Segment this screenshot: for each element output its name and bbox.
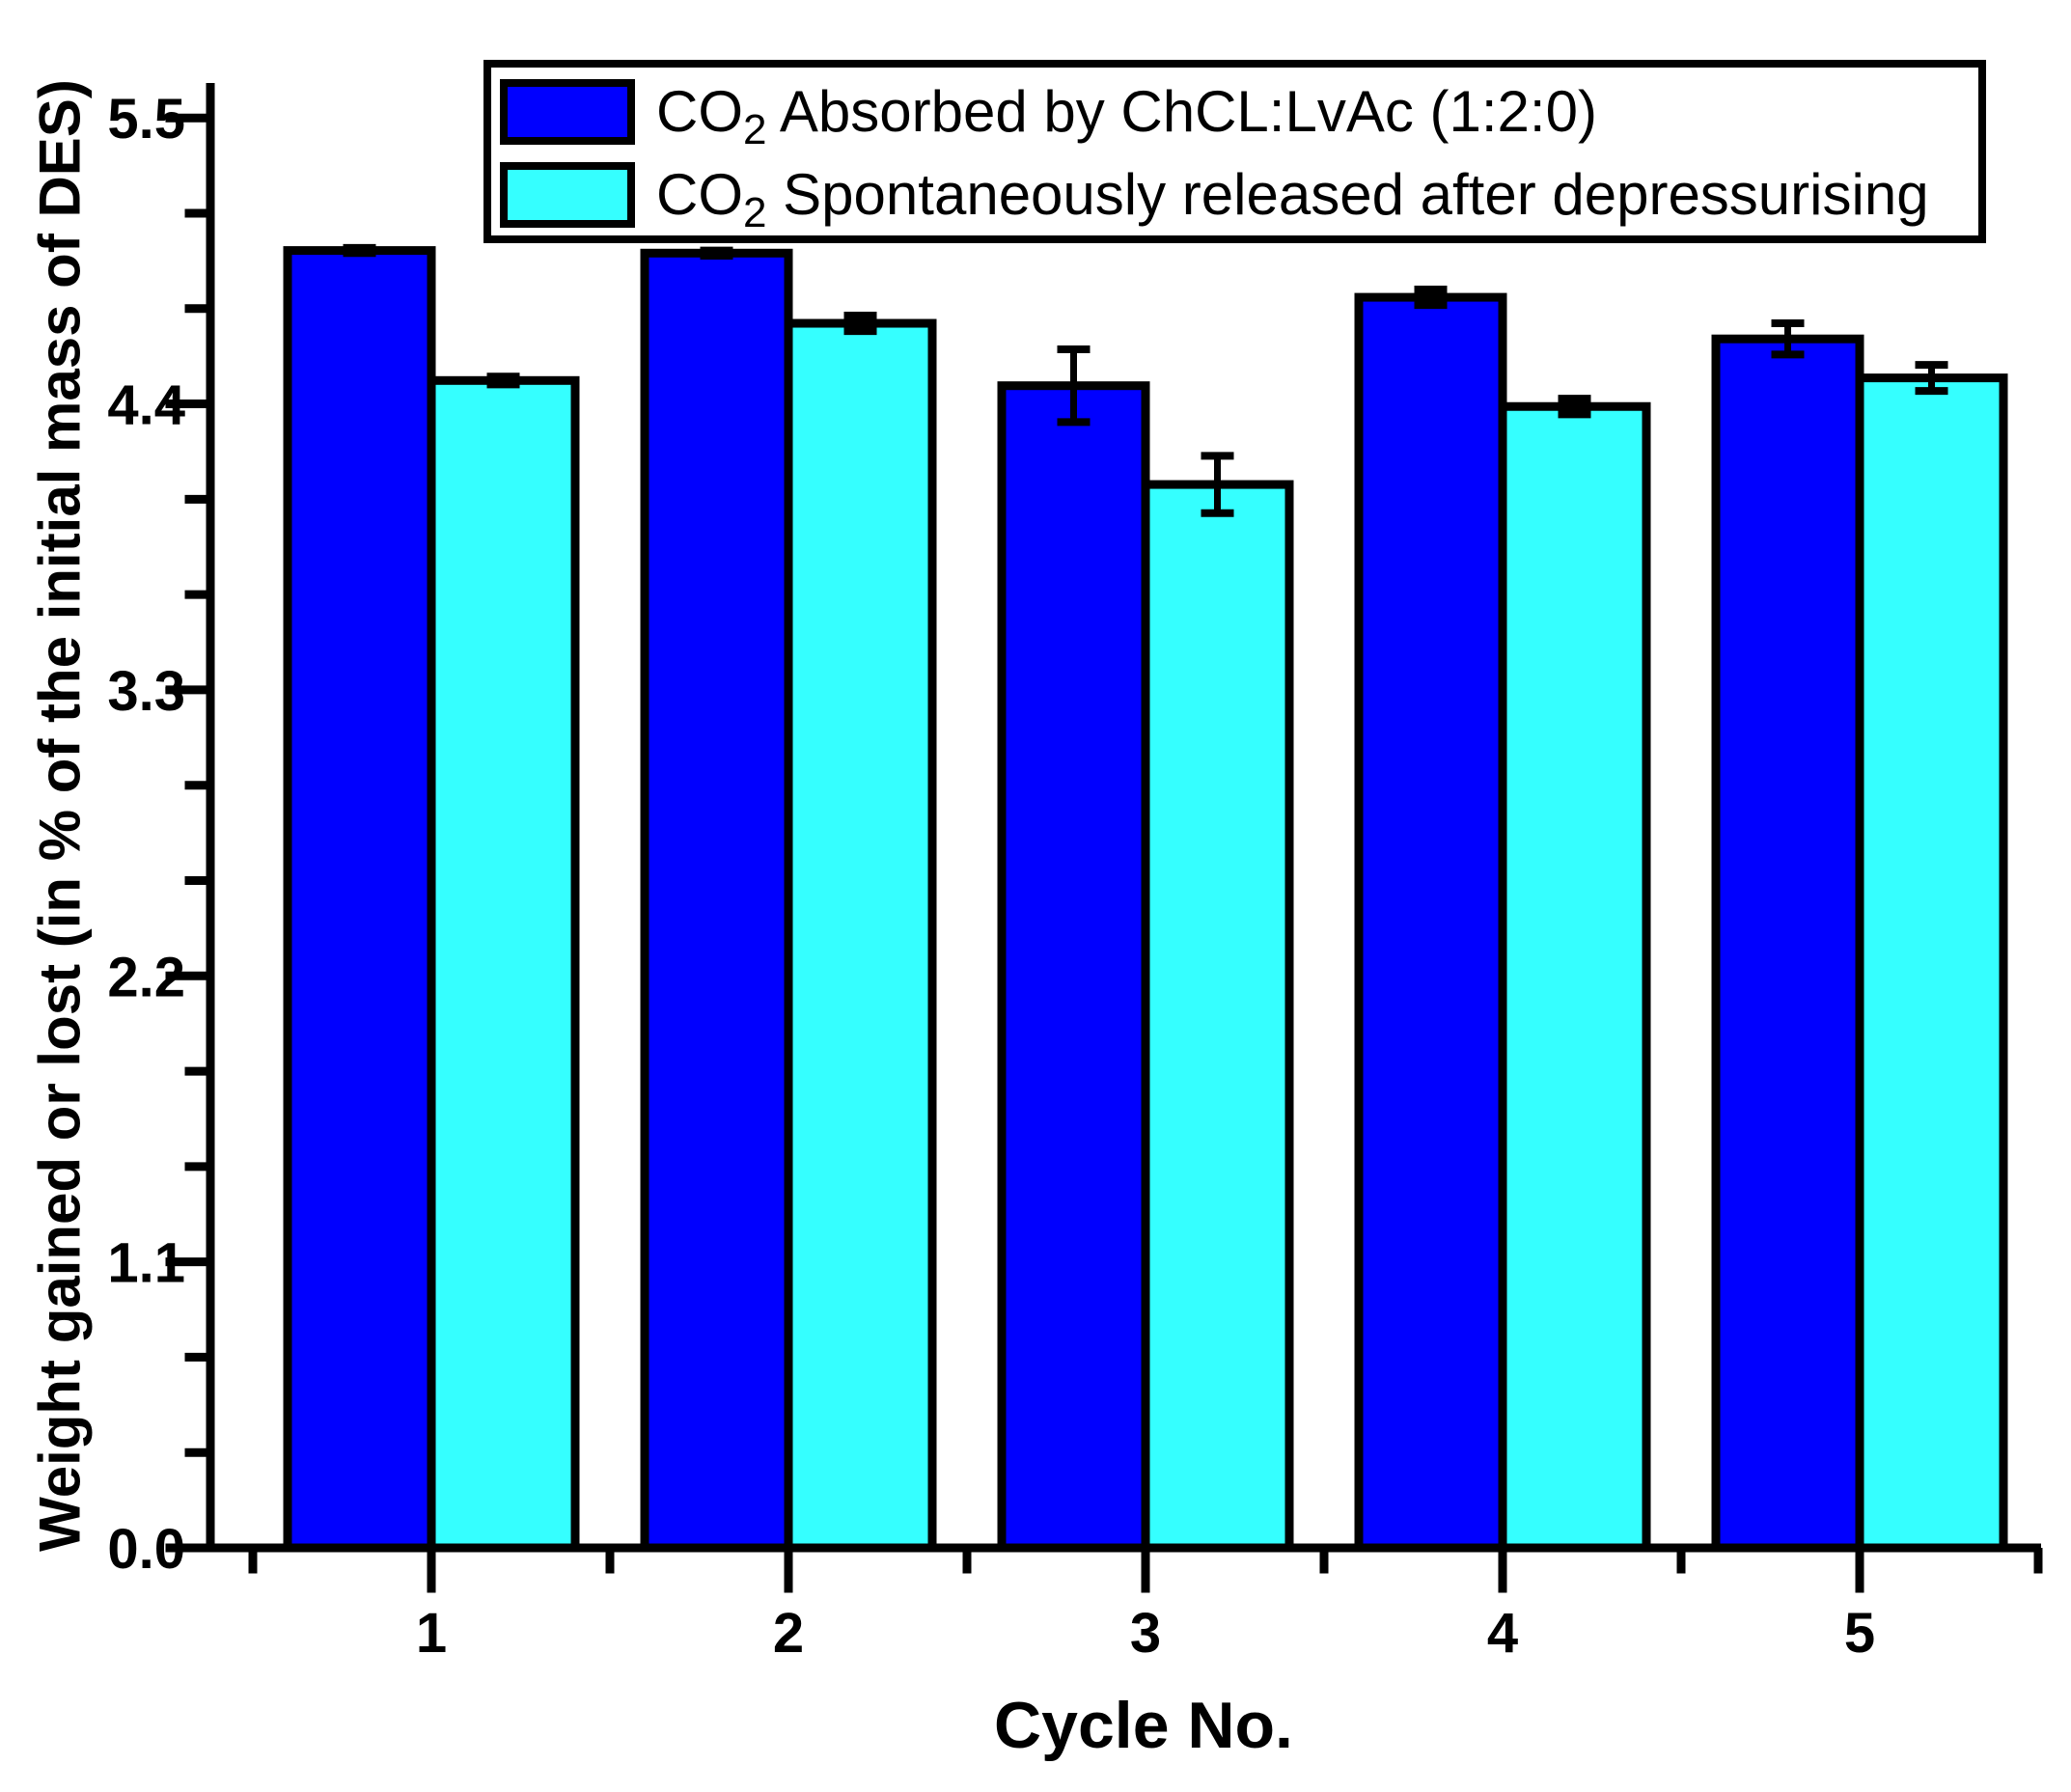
y-axis-title: Weight gained or lost (in % of the initi… — [27, 79, 93, 1552]
legend-swatch-absorbed — [500, 79, 635, 145]
bar-series2-cycle4 — [1498, 401, 1651, 1553]
bar-series1-cycle1 — [283, 246, 436, 1553]
legend-label-absorbed: CO2 Absorbed by ChCL:LvAc (1:2:0) — [656, 79, 1597, 153]
y-tick-label: 5.5 — [107, 88, 185, 151]
bar-series1-cycle3 — [997, 381, 1150, 1553]
legend-label-released: CO2 Spontaneously released after depress… — [656, 162, 1929, 236]
bar-series2-cycle5 — [1855, 373, 2008, 1553]
x-tick-label: 2 — [773, 1602, 804, 1665]
legend-swatch-released — [500, 162, 635, 228]
bar-series1-cycle2 — [640, 248, 793, 1553]
bar-series2-cycle2 — [784, 318, 937, 1553]
x-tick-label: 5 — [1844, 1602, 1875, 1665]
y-tick-label: 2.2 — [107, 946, 185, 1008]
bar-series1-cycle5 — [1711, 334, 1864, 1553]
bar-series1-cycle4 — [1354, 292, 1507, 1553]
y-tick-label: 4.4 — [107, 374, 185, 437]
y-tick-label: 3.3 — [107, 660, 185, 723]
legend: CO2 Absorbed by ChCL:LvAc (1:2:0) CO2 Sp… — [483, 60, 1986, 243]
x-tick-label: 4 — [1487, 1602, 1518, 1665]
y-tick-label: 1.1 — [107, 1232, 185, 1295]
x-axis-title: Cycle No. — [994, 1689, 1293, 1762]
y-tick-label: 0.0 — [107, 1518, 185, 1581]
bar-series2-cycle3 — [1141, 480, 1294, 1553]
x-tick-label: 1 — [416, 1602, 447, 1665]
bar-series2-cycle1 — [427, 375, 580, 1553]
legend-item-absorbed: CO2 Absorbed by ChCL:LvAc (1:2:0) — [500, 70, 1978, 153]
legend-item-released: CO2 Spontaneously released after depress… — [500, 153, 1978, 236]
x-tick-label: 3 — [1130, 1602, 1161, 1665]
